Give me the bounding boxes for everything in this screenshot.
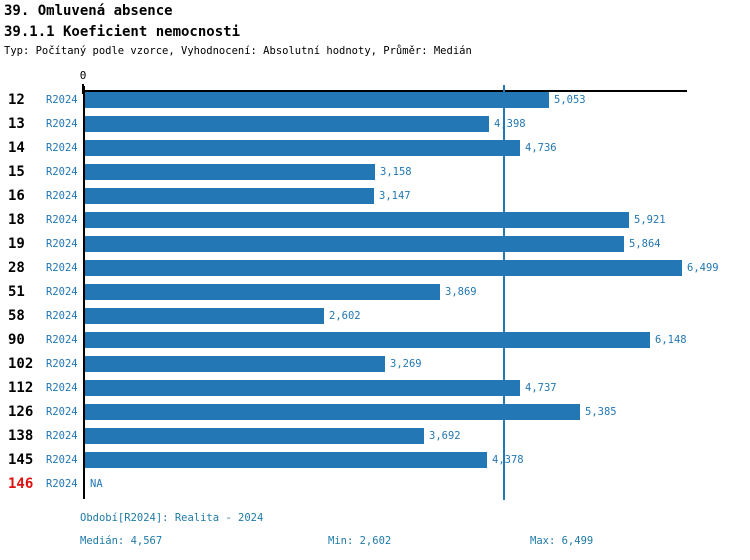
chart-row: 112 R2024 4,737	[0, 380, 750, 404]
footer-max: Max: 6,499	[530, 535, 594, 547]
row-bar	[85, 428, 424, 444]
row-id-label: 51	[8, 284, 25, 300]
chart-row: 102 R2024 3,269	[0, 356, 750, 380]
row-value-label: 3,147	[379, 190, 411, 202]
chart-row: 90 R2024 6,148	[0, 332, 750, 356]
row-bar	[85, 140, 520, 156]
row-id-label: 14	[8, 140, 25, 156]
row-series-label: R2024	[46, 262, 78, 274]
row-value-label: 3,269	[390, 358, 422, 370]
chart-row: 146 R2024 NA	[0, 476, 750, 500]
row-bar	[85, 188, 374, 204]
chart-row: 14 R2024 4,736	[0, 140, 750, 164]
row-series-label: R2024	[46, 118, 78, 130]
chart-row: 58 R2024 2,602	[0, 308, 750, 332]
row-value-label: 2,602	[329, 310, 361, 322]
row-series-label: R2024	[46, 142, 78, 154]
row-series-label: R2024	[46, 406, 78, 418]
row-series-label: R2024	[46, 286, 78, 298]
chart-row: 13 R2024 4,398	[0, 116, 750, 140]
row-value-label: 6,499	[687, 262, 719, 274]
axis-top-line	[83, 90, 687, 92]
row-value-label: 3,869	[445, 286, 477, 298]
row-value-label: 5,053	[554, 94, 586, 106]
row-id-label: 145	[8, 452, 34, 468]
row-bar	[85, 164, 375, 180]
row-id-label: 16	[8, 188, 25, 204]
row-bar	[85, 116, 489, 132]
chart-row: 12 R2024 5,053	[0, 92, 750, 116]
row-id-label: 15	[8, 164, 25, 180]
row-series-label: R2024	[46, 94, 78, 106]
median-line	[503, 85, 505, 500]
row-bar	[85, 452, 487, 468]
row-bar	[85, 356, 385, 372]
row-id-label: 13	[8, 116, 25, 132]
row-series-label: R2024	[46, 334, 78, 346]
row-value-label: 5,864	[629, 238, 661, 250]
footer-median: Medián: 4,567	[80, 535, 163, 547]
chart-row: 16 R2024 3,147	[0, 188, 750, 212]
row-bar	[85, 92, 549, 108]
footer-period: Období[R2024]: Realita - 2024	[80, 512, 264, 524]
row-id-label: 138	[8, 428, 34, 444]
report-meta-line: Typ: Počítaný podle vzorce, Vyhodnocení:…	[4, 45, 472, 57]
row-bar	[85, 212, 629, 228]
chart-row: 19 R2024 5,864	[0, 236, 750, 260]
footer-min: Min: 2,602	[328, 535, 392, 547]
row-value-label: 5,921	[634, 214, 666, 226]
chart-row: 145 R2024 4,378	[0, 452, 750, 476]
row-series-label: R2024	[46, 382, 78, 394]
row-bar	[85, 236, 624, 252]
row-series-label: R2024	[46, 358, 78, 370]
row-value-label: NA	[90, 478, 103, 490]
chart-rows: 12 R2024 5,053 13 R2024 4,398 14 R2024 4…	[0, 92, 750, 500]
row-value-label: 3,692	[429, 430, 461, 442]
row-id-label: 28	[8, 260, 25, 276]
row-series-label: R2024	[46, 190, 78, 202]
row-value-label: 4,736	[525, 142, 557, 154]
row-id-label: 12	[8, 92, 25, 108]
row-bar	[85, 404, 580, 420]
row-id-label: 102	[8, 356, 34, 372]
chart-row: 18 R2024 5,921	[0, 212, 750, 236]
row-series-label: R2024	[46, 310, 78, 322]
report-title: 39. Omluvená absence	[4, 3, 173, 19]
chart-row: 126 R2024 5,385	[0, 404, 750, 428]
row-bar	[85, 308, 324, 324]
row-bar	[85, 284, 440, 300]
row-series-label: R2024	[46, 478, 78, 490]
row-bar	[85, 260, 682, 276]
row-value-label: 6,148	[655, 334, 687, 346]
row-bar	[85, 380, 520, 396]
axis-zero-label: 0	[79, 69, 87, 82]
chart-row: 51 R2024 3,869	[0, 284, 750, 308]
row-series-label: R2024	[46, 454, 78, 466]
chart-row: 138 R2024 3,692	[0, 428, 750, 452]
row-id-label: 90	[8, 332, 25, 348]
row-value-label: 4,378	[492, 454, 524, 466]
row-id-label: 19	[8, 236, 25, 252]
row-series-label: R2024	[46, 430, 78, 442]
row-id-label: 18	[8, 212, 25, 228]
row-value-label: 3,158	[380, 166, 412, 178]
row-bar	[85, 332, 650, 348]
row-series-label: R2024	[46, 238, 78, 250]
row-value-label: 4,737	[525, 382, 557, 394]
row-series-label: R2024	[46, 214, 78, 226]
row-value-label: 5,385	[585, 406, 617, 418]
row-series-label: R2024	[46, 166, 78, 178]
row-id-label: 126	[8, 404, 34, 420]
row-id-label: 112	[8, 380, 34, 396]
report-subtitle: 39.1.1 Koeficient nemocnosti	[4, 24, 241, 40]
row-id-label: 58	[8, 308, 25, 324]
row-id-label: 146	[8, 476, 34, 492]
chart-row: 15 R2024 3,158	[0, 164, 750, 188]
chart-row: 28 R2024 6,499	[0, 260, 750, 284]
row-value-label: 4,398	[494, 118, 526, 130]
axis-left-line	[83, 86, 85, 499]
